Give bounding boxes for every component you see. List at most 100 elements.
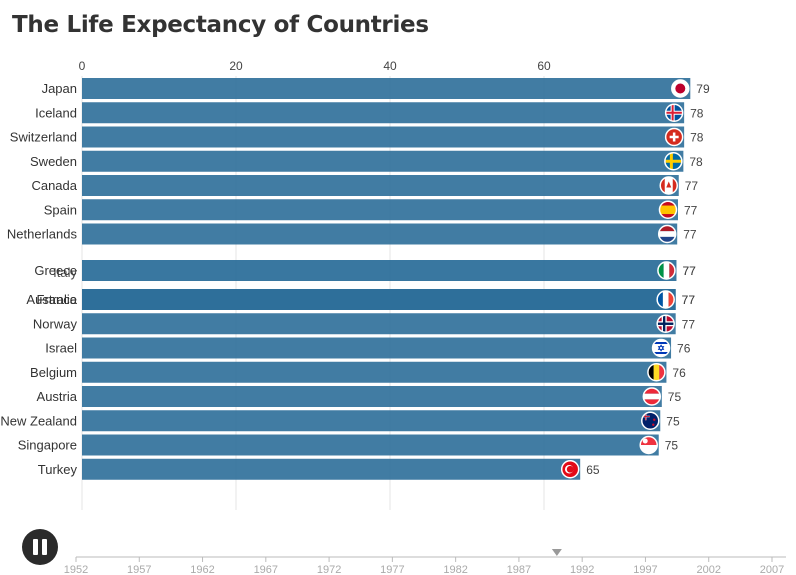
pause-icon-bar: [42, 539, 47, 555]
bar-row-france: France 77: [37, 289, 696, 310]
bar-row-norway: Norway 77: [33, 313, 696, 335]
bar-row-japan: Japan 79: [42, 78, 710, 99]
netherlands-flag-icon: [657, 224, 677, 244]
bar: [82, 150, 684, 172]
value-label: 78: [690, 131, 704, 145]
x-axis-ticks: 0 20 40 60: [79, 59, 551, 73]
bar: [82, 434, 659, 456]
category-label: France: [37, 292, 77, 307]
bar-row-canada: Canada 77: [31, 175, 698, 196]
category-label: Iceland: [35, 105, 77, 120]
timeline-year-label: 1992: [570, 564, 594, 575]
bar: [82, 337, 672, 359]
x-tick-label: 60: [537, 59, 551, 73]
value-label: 79: [696, 82, 710, 96]
pause-button[interactable]: [22, 529, 58, 565]
bar: [82, 313, 676, 335]
value-label: 77: [682, 293, 696, 307]
timeline-year-label: 1957: [127, 564, 151, 575]
pause-icon: [33, 539, 38, 555]
france-flag-icon: [656, 290, 675, 309]
category-label: Canada: [31, 178, 77, 193]
category-label: Japan: [42, 81, 77, 96]
sweden-flag-icon: [664, 152, 683, 171]
value-label: 75: [665, 439, 679, 453]
timeline-year-label: 1997: [633, 564, 657, 575]
year-timeline[interactable]: 1952 1957 1962 1967 1972 1977 1982 1987 1992 1997…: [0, 540, 796, 575]
category-label: Singapore: [18, 438, 77, 453]
category-label: Spain: [44, 202, 77, 217]
bar-row-singapore: Singapore 75: [18, 434, 679, 456]
italy-flag-icon: [657, 261, 676, 280]
japan-flag-icon: [671, 79, 690, 98]
timeline-year-label: 1982: [443, 564, 467, 575]
bar-row-austria: Austria 75: [37, 386, 682, 407]
bar-chart: Japan 79 Iceland 78 Switzerland 78 Sweden 78 Can…: [0, 59, 710, 510]
value-label: 77: [682, 293, 696, 307]
bar-row-switzerland: Switzerland 78: [10, 126, 704, 148]
bar: [82, 223, 678, 245]
bar-row-new-zealand: New Zealand 75: [0, 410, 680, 432]
new-zealand-flag-icon: [641, 411, 660, 430]
spain-flag-icon: [658, 200, 678, 219]
category-label: Netherlands: [7, 227, 78, 242]
value-label: 77: [683, 228, 697, 242]
bar: [82, 289, 676, 310]
category-label: New Zealand: [0, 413, 77, 428]
chart-title: The Life Expectancy of Countries: [12, 12, 429, 38]
category-label: Italy: [53, 265, 77, 280]
belgium-flag-icon: [647, 363, 666, 382]
category-label: Australia: [26, 292, 77, 307]
bar: [82, 126, 685, 148]
value-label: 77: [682, 317, 696, 331]
austria-flag-icon: [642, 387, 662, 406]
timeline-year-label: 2007: [760, 564, 784, 575]
category-label: Norway: [33, 316, 78, 331]
bar-row-turkey: Turkey 65: [38, 458, 600, 480]
category-label: Switzerland: [10, 130, 77, 145]
bar: [82, 260, 677, 281]
timeline-year-label: 1977: [380, 564, 404, 575]
category-label: Turkey: [38, 462, 78, 477]
timeline-years: 1952 1957 1962 1967 1972 1977 1982 1987 1992 1997…: [64, 557, 784, 575]
value-label: 78: [689, 155, 703, 169]
timeline-year-label: 2002: [696, 564, 720, 575]
timeline-year-label: 1972: [317, 564, 341, 575]
bar: [82, 175, 679, 196]
value-label: 76: [677, 342, 691, 356]
turkey-flag-icon: [560, 460, 580, 479]
timeline-year-label: 1952: [64, 564, 88, 575]
bar-row-italy: Italy 77: [53, 260, 696, 281]
value-label: 77: [682, 264, 696, 278]
category-label: Greece: [34, 263, 77, 278]
timeline-year-label: 1987: [507, 564, 531, 575]
x-tick-label: 20: [229, 59, 243, 73]
israel-flag-icon: [651, 338, 671, 358]
bar-row-netherlands: Netherlands 77: [7, 223, 697, 245]
bar: [82, 458, 581, 480]
timeline-pointer-icon[interactable]: [551, 549, 562, 556]
bar-row-spain: Spain 77: [44, 199, 698, 221]
norway-flag-icon: [656, 314, 675, 333]
category-label: Austria: [37, 389, 78, 404]
bar: [82, 410, 661, 432]
category-label: Belgium: [30, 365, 77, 380]
bar: [82, 386, 662, 407]
value-label: 78: [690, 106, 704, 120]
value-label: 77: [685, 179, 699, 193]
value-label: 65: [586, 463, 600, 477]
canada-flag-icon: [659, 176, 678, 195]
bar: [82, 78, 691, 99]
category-label: Israel: [45, 341, 77, 356]
value-label: 77: [684, 203, 698, 217]
bar: [82, 102, 685, 124]
value-label: 76: [672, 366, 686, 380]
bar-row-belgium: Belgium 76: [30, 361, 686, 383]
value-label: 77: [682, 264, 696, 278]
value-label: 75: [668, 390, 682, 404]
value-label: 75: [666, 414, 680, 428]
bars: Japan 79 Iceland 78 Switzerland 78 Sweden 78 Can…: [0, 78, 710, 480]
bar-row-israel: Israel 76: [45, 337, 691, 359]
category-label: Sweden: [30, 154, 77, 169]
timeline-year-label: 1967: [254, 564, 278, 575]
